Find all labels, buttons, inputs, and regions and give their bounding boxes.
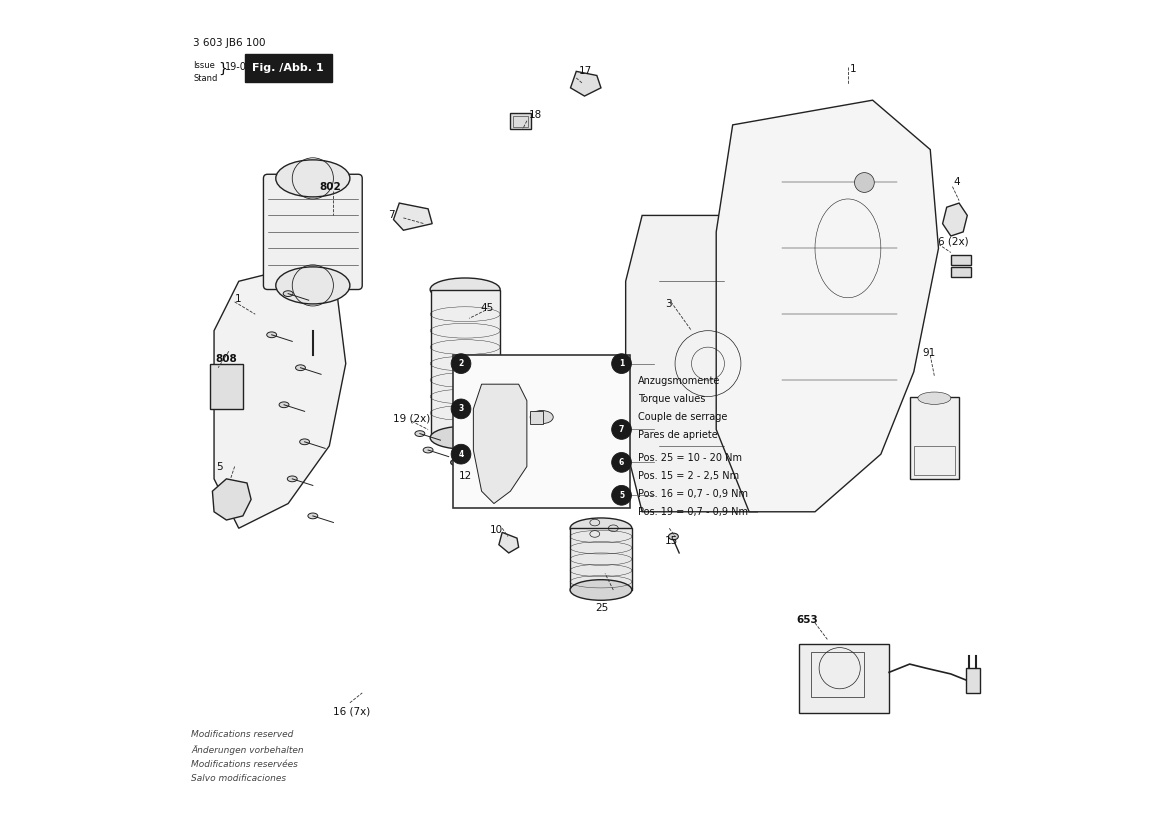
Text: 6: 6 — [618, 458, 624, 467]
Text: 3: 3 — [458, 405, 464, 413]
Text: 1: 1 — [850, 64, 856, 74]
Ellipse shape — [570, 580, 631, 601]
Circle shape — [611, 486, 631, 506]
Polygon shape — [394, 203, 433, 230]
Polygon shape — [499, 533, 519, 553]
Text: Pos. 16 = 0,7 - 0,9 Nm: Pos. 16 = 0,7 - 0,9 Nm — [638, 489, 748, 499]
Text: Anzugsmomente: Anzugsmomente — [638, 376, 720, 386]
Text: 1: 1 — [235, 294, 241, 305]
Text: 3: 3 — [665, 298, 672, 309]
Ellipse shape — [669, 534, 678, 539]
Text: Issue: Issue — [193, 60, 215, 69]
Polygon shape — [214, 265, 346, 529]
Ellipse shape — [267, 332, 277, 338]
Text: 45: 45 — [480, 302, 493, 312]
Text: 1: 1 — [618, 359, 624, 368]
Text: Modifications reservées: Modifications reservées — [191, 760, 298, 768]
Text: Couple de serrage: Couple de serrage — [638, 412, 727, 422]
Text: 19 (2x): 19 (2x) — [393, 414, 430, 424]
Text: 91: 91 — [922, 348, 935, 358]
Circle shape — [451, 399, 471, 419]
Text: Änderungen vorbehalten: Änderungen vorbehalten — [191, 745, 304, 755]
Text: 2: 2 — [458, 359, 464, 368]
Text: 6 (2x): 6 (2x) — [939, 237, 969, 247]
Ellipse shape — [415, 430, 424, 436]
Text: 808: 808 — [216, 354, 237, 364]
Polygon shape — [717, 100, 939, 512]
Text: Fig. /Abb. 1: Fig. /Abb. 1 — [253, 63, 324, 73]
Text: Modifications reserved: Modifications reserved — [191, 730, 293, 739]
Bar — [569, 529, 632, 590]
Text: 10: 10 — [490, 525, 503, 535]
Ellipse shape — [296, 365, 305, 371]
Ellipse shape — [279, 402, 289, 408]
Text: 653: 653 — [796, 615, 818, 625]
Text: 17: 17 — [579, 66, 592, 76]
Text: 12: 12 — [458, 472, 472, 482]
Polygon shape — [625, 216, 766, 512]
Bar — [909, 396, 959, 479]
Bar — [950, 255, 971, 265]
Text: 18: 18 — [528, 110, 541, 120]
Circle shape — [611, 420, 631, 439]
Text: Torque values: Torque values — [638, 394, 705, 404]
Bar — [811, 652, 864, 697]
Text: }: } — [219, 62, 227, 76]
Bar — [914, 446, 955, 475]
Ellipse shape — [283, 291, 293, 297]
FancyBboxPatch shape — [244, 54, 332, 82]
Text: Salvo modificaciones: Salvo modificaciones — [191, 775, 286, 783]
Ellipse shape — [423, 447, 433, 453]
Circle shape — [611, 453, 631, 472]
Ellipse shape — [288, 476, 297, 482]
Text: Pos. 25 = 10 - 20 Nm: Pos. 25 = 10 - 20 Nm — [638, 453, 742, 463]
Text: 5: 5 — [618, 491, 624, 500]
Circle shape — [611, 354, 631, 373]
Ellipse shape — [531, 411, 553, 424]
Circle shape — [451, 354, 471, 373]
Text: Pares de apriete: Pares de apriete — [638, 430, 718, 440]
Ellipse shape — [451, 458, 479, 468]
Text: 15: 15 — [665, 535, 678, 546]
Text: 16 (7x): 16 (7x) — [333, 706, 371, 716]
Bar — [966, 668, 981, 693]
Polygon shape — [942, 203, 967, 236]
Bar — [798, 643, 890, 714]
Text: Pos. 15 = 2 - 2,5 Nm: Pos. 15 = 2 - 2,5 Nm — [638, 471, 739, 481]
Ellipse shape — [430, 426, 500, 449]
Text: 4: 4 — [458, 449, 464, 458]
Circle shape — [855, 173, 874, 192]
Ellipse shape — [430, 278, 500, 301]
Text: 7: 7 — [388, 211, 395, 221]
Bar — [950, 268, 971, 278]
Ellipse shape — [276, 267, 350, 304]
Text: Pos. 19 = 0,7 - 0,9 Nm: Pos. 19 = 0,7 - 0,9 Nm — [638, 507, 748, 517]
Text: 802: 802 — [319, 182, 341, 192]
Bar — [210, 363, 243, 409]
Ellipse shape — [570, 518, 631, 539]
Text: 19-01-23: 19-01-23 — [224, 62, 269, 72]
Text: 25: 25 — [595, 603, 608, 613]
Text: 4: 4 — [953, 178, 960, 188]
Bar — [531, 411, 542, 424]
Text: 3 603 JB6 100: 3 603 JB6 100 — [193, 39, 267, 49]
Ellipse shape — [918, 392, 950, 405]
Bar — [511, 112, 531, 129]
Polygon shape — [473, 384, 527, 504]
Circle shape — [451, 444, 471, 464]
Bar — [513, 116, 527, 126]
Bar — [430, 290, 499, 438]
FancyBboxPatch shape — [263, 174, 362, 290]
Ellipse shape — [299, 439, 310, 444]
Text: Stand: Stand — [193, 74, 217, 83]
Polygon shape — [213, 479, 251, 520]
Ellipse shape — [307, 513, 318, 519]
Ellipse shape — [276, 160, 350, 197]
Text: 7: 7 — [618, 425, 624, 434]
Text: 5: 5 — [216, 462, 222, 472]
FancyBboxPatch shape — [452, 355, 630, 508]
Polygon shape — [570, 71, 601, 96]
